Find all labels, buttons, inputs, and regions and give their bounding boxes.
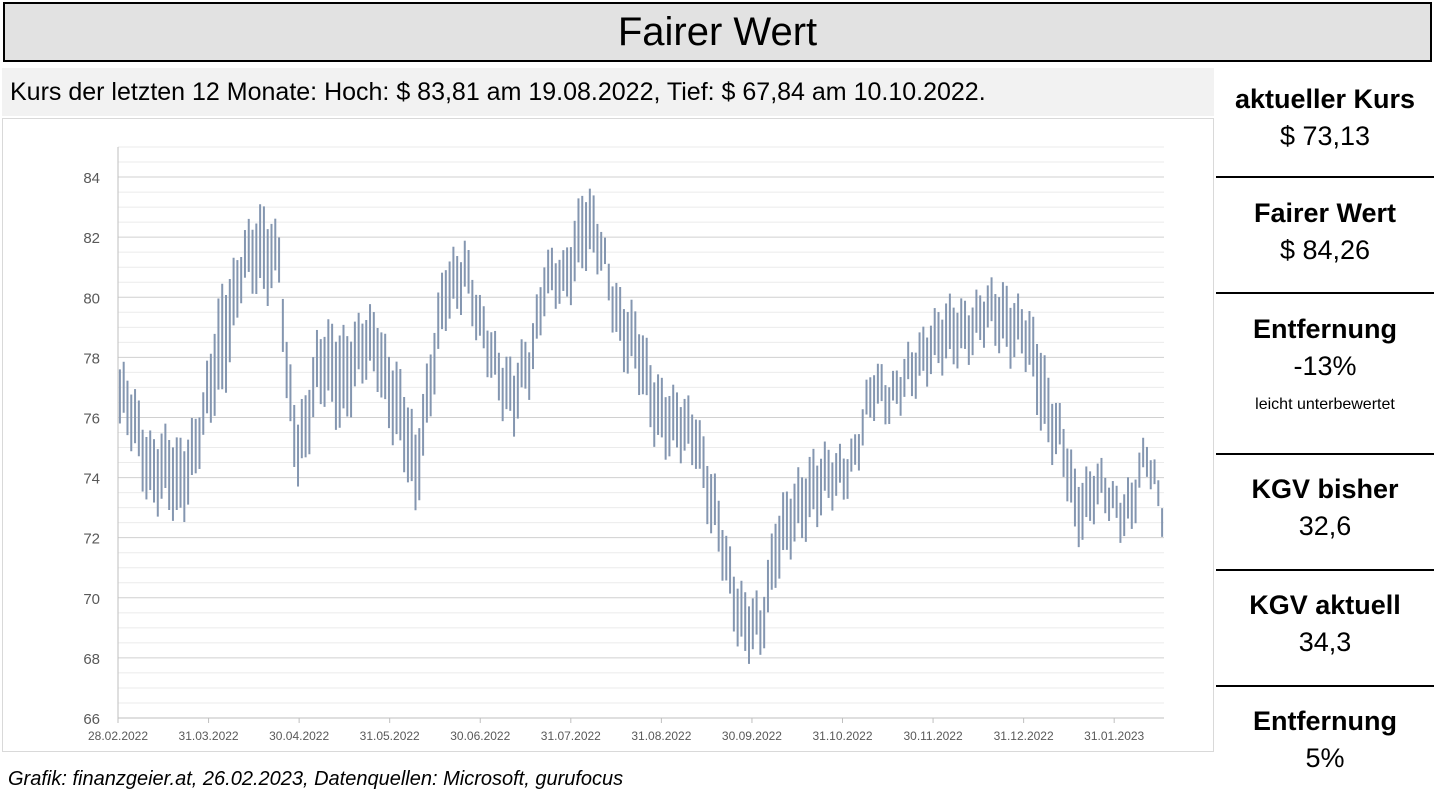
fair-value-panel: Fairer Wert $ 84,26 bbox=[1216, 198, 1434, 266]
x-tick-label: 30.06.2022 bbox=[450, 729, 510, 743]
title-text: Fairer Wert bbox=[617, 9, 818, 54]
x-tick-label: 31.01.2023 bbox=[1084, 729, 1144, 743]
distance-2-label: Entfernung bbox=[1253, 706, 1397, 736]
price-range-summary: Kurs der letzten 12 Monate: Hoch: $ 83,8… bbox=[2, 68, 1214, 116]
current-price-value: $ 73,13 bbox=[1279, 121, 1371, 151]
y-tick-label: 76 bbox=[83, 410, 100, 427]
divider bbox=[1216, 569, 1434, 571]
pe-past-panel: KGV bisher 32,6 bbox=[1216, 474, 1434, 542]
source-footer: Grafik: finanzgeier.at, 26.02.2023, Date… bbox=[8, 768, 624, 790]
x-tick-label: 30.09.2022 bbox=[722, 729, 782, 743]
stock-chart-svg: 66 68 70 72 74 76 78 80 82 84 28.02.2022 31.03.2022… bbox=[83, 146, 1164, 743]
distance-value: -13% bbox=[1293, 351, 1357, 381]
pe-current-label: KGV aktuell bbox=[1249, 590, 1401, 620]
divider bbox=[1216, 176, 1434, 178]
y-tick-label: 68 bbox=[83, 651, 100, 668]
y-tick-label: 72 bbox=[83, 531, 100, 548]
y-tick-label: 82 bbox=[83, 230, 100, 247]
distance-2-panel: Entfernung 5% bbox=[1216, 706, 1434, 774]
fair-value-value: $ 84,26 bbox=[1279, 235, 1371, 265]
x-tick-label: 31.10.2022 bbox=[812, 729, 872, 743]
x-tick-label: 28.02.2022 bbox=[88, 729, 148, 743]
pe-past-label: KGV bisher bbox=[1251, 474, 1399, 504]
pe-current-panel: KGV aktuell 34,3 bbox=[1216, 590, 1434, 658]
current-price-label: aktueller Kurs bbox=[1234, 84, 1416, 114]
divider bbox=[1216, 685, 1434, 687]
y-tick-label: 84 bbox=[83, 170, 100, 187]
pe-current-value: 34,3 bbox=[1298, 627, 1352, 657]
x-tick-label: 30.04.2022 bbox=[269, 729, 329, 743]
y-tick-label: 78 bbox=[83, 350, 100, 367]
x-tick-label: 31.05.2022 bbox=[360, 729, 420, 743]
current-price-panel: aktueller Kurs $ 73,13 bbox=[1216, 84, 1434, 152]
page-title: Fairer Wert bbox=[3, 2, 1432, 62]
distance-2-value: 5% bbox=[1305, 743, 1345, 773]
stock-chart: 66 68 70 72 74 76 78 80 82 84 28.02.2022 31.03.2022… bbox=[2, 118, 1214, 752]
x-tick-label: 31.12.2022 bbox=[994, 729, 1054, 743]
y-tick-label: 74 bbox=[83, 471, 100, 488]
x-tick-label: 31.07.2022 bbox=[541, 729, 601, 743]
y-tick-label: 66 bbox=[83, 711, 100, 728]
y-tick-label: 70 bbox=[83, 591, 100, 608]
x-tick-label: 31.08.2022 bbox=[631, 729, 691, 743]
x-tick-label: 31.03.2022 bbox=[179, 729, 239, 743]
distance-label: Entfernung bbox=[1253, 314, 1397, 344]
y-tick-label: 80 bbox=[83, 290, 100, 307]
fair-value-label: Fairer Wert bbox=[1253, 198, 1397, 228]
valuation-note: leicht unterbewertet bbox=[1255, 396, 1395, 413]
distance-panel: Entfernung -13% leicht unterbewertet bbox=[1216, 314, 1434, 414]
pe-past-value: 32,6 bbox=[1298, 511, 1352, 541]
valuation-sidebar: aktueller Kurs $ 73,13 Fairer Wert $ 84,… bbox=[1216, 68, 1434, 806]
divider bbox=[1216, 292, 1434, 294]
x-tick-label: 30.11.2022 bbox=[903, 729, 962, 743]
divider bbox=[1216, 453, 1434, 455]
